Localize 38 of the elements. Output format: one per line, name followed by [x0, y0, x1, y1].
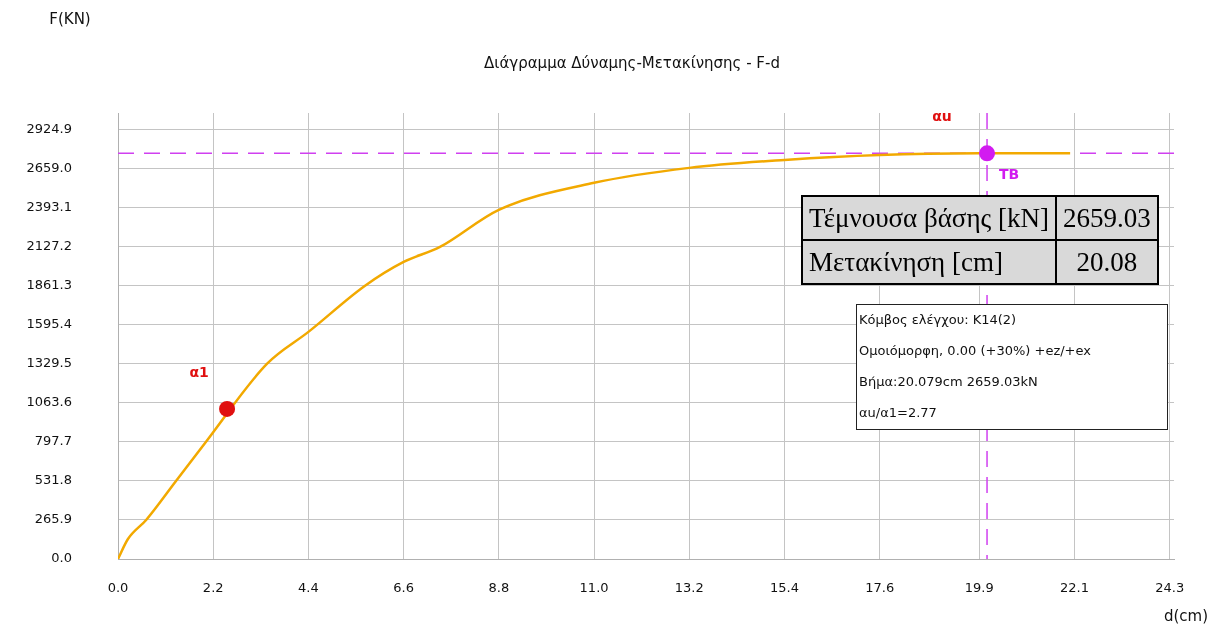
annotation: αu	[932, 107, 952, 124]
x-tick-label: 6.6	[393, 580, 414, 596]
y-tick-label: 2924.9	[26, 121, 72, 137]
x-tick-label: 4.4	[298, 580, 319, 596]
annotation: αu/α1=2.77	[858, 404, 938, 422]
y-tick-label: 531.8	[34, 472, 72, 488]
x-tick-label: 13.2	[674, 580, 704, 596]
x-tick-label: 15.4	[770, 580, 799, 596]
chart-title: Διάγραμμα Δύναμης-Μετακίνησης - F-d	[484, 53, 780, 72]
x-axis-title: d(cm)	[1163, 606, 1209, 625]
annotation: 20.08	[1055, 240, 1158, 284]
annotation: Τέμνουσα βάσης [kN]	[802, 196, 1056, 240]
y-tick-label: 265.9	[34, 511, 72, 527]
series-label: TB	[998, 165, 1020, 182]
x-tick-label: 11.0	[579, 580, 609, 596]
series-label: α1	[189, 363, 209, 380]
annotation: 2659.03	[1055, 196, 1158, 240]
annotation: Βήμα:20.079cm 2659.03kN	[858, 373, 1039, 391]
x-tick-label: 8.8	[488, 580, 510, 596]
text: F(KN)	[49, 9, 91, 28]
x-tick-label: 2.2	[202, 580, 224, 596]
y-tick-label: 1861.3	[26, 277, 72, 293]
x-tick-label: 22.1	[1059, 580, 1089, 596]
y-tick-label: 1329.5	[26, 355, 72, 371]
x-tick-label: 0.0	[107, 580, 129, 596]
x-tick-label: 24.3	[1155, 580, 1185, 596]
y-tick-label: 2393.1	[26, 199, 72, 215]
y-tick-label: 0.0	[51, 550, 72, 566]
annotation: Κόμβος ελέγχου: K14(2)	[858, 311, 1018, 329]
x-tick-label: 17.6	[865, 580, 895, 596]
y-tick-label: 797.7	[34, 433, 72, 449]
annotation: Μετακίνηση [cm]	[802, 240, 1056, 284]
y-tick-label: 2659.0	[26, 160, 72, 176]
y-tick-label: 1063.6	[26, 394, 72, 410]
y-tick-label: 1595.4	[26, 316, 72, 332]
y-tick-label: 2127.2	[26, 238, 72, 254]
annotation: Ομοιόμορφη, 0.00 (+30%) +ez/+ex	[858, 342, 1092, 360]
x-tick-label: 19.9	[964, 580, 994, 596]
